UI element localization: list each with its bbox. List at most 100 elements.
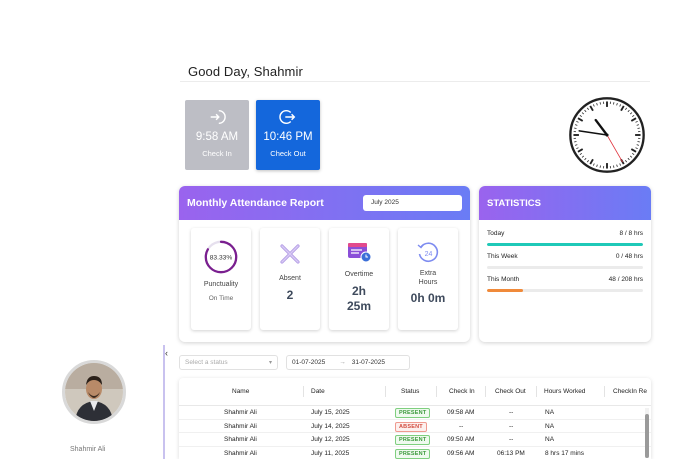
cell-name: Shahmir Ali (224, 422, 257, 430)
table-row[interactable]: Shahmir Ali July 15, 2025 PRESENT 09:58 … (179, 406, 651, 420)
column-header-check-in[interactable]: Check In (449, 388, 475, 395)
table-row[interactable]: Shahmir Ali July 11, 2025 PRESENT 09:56 … (179, 447, 651, 459)
clock-tick (619, 104, 621, 107)
punctuality-label: Punctuality (203, 281, 239, 288)
clock-tick (584, 157, 587, 161)
column-header-status[interactable]: Status (401, 388, 420, 395)
cell-check-in: -- (459, 422, 464, 430)
stat-month-value: 48 / 208 hrs (608, 276, 643, 283)
cell-check-in: 09:58 AM (447, 409, 475, 416)
table-row[interactable]: Shahmir Ali July 12, 2025 PRESENT 09:50 … (179, 433, 651, 447)
check-in-button[interactable]: 9:58 AM Check In (185, 100, 249, 170)
punctuality-card: 83.33% Punctuality On Time (191, 228, 251, 330)
column-header-checkin-reason[interactable]: CheckIn Re (613, 388, 647, 395)
check-in-time: 9:58 AM (195, 131, 239, 143)
table-row[interactable]: Shahmir Ali July 14, 2025 ABSENT -- -- N… (179, 420, 651, 433)
cell-hours: NA (545, 436, 555, 443)
column-header-check-out[interactable]: Check Out (495, 388, 526, 395)
cell-name: Shahmir Ali (224, 436, 257, 443)
stat-today-value: 8 / 8 hrs (619, 230, 643, 237)
overtime-label: Overtime (344, 271, 374, 278)
stat-today-label: Today (487, 230, 505, 237)
date-range-picker[interactable]: 01-07-2025 → 31-07-2025 (286, 355, 410, 370)
check-in-label: Check In (202, 149, 232, 158)
arrow-right-icon: → (339, 359, 346, 366)
clock-tick (574, 124, 578, 126)
absent-label: Absent (279, 275, 301, 282)
date-from[interactable]: 01-07-2025 (292, 359, 326, 366)
clock-tick (596, 164, 598, 168)
table-header: Name Date Status Check In Check Out Hour… (179, 378, 651, 406)
clock-tick (635, 121, 638, 123)
stat-week-value: 0 / 48 hrs (615, 253, 643, 260)
collapse-sidebar-icon[interactable]: ‹ (165, 348, 168, 358)
sidebar-edge (163, 345, 165, 459)
clock-tick (593, 104, 595, 107)
clock-tick (579, 114, 582, 117)
greeting-divider (180, 81, 650, 82)
monthly-report-title: Monthly Attendance Report (187, 197, 324, 209)
clock-tick (586, 160, 589, 163)
column-header-name[interactable]: Name (232, 388, 250, 395)
clock-tick (629, 112, 633, 115)
table-scrollbar-thumb[interactable] (645, 414, 649, 458)
clock-tick (632, 153, 635, 156)
column-header-date[interactable]: Date (311, 388, 325, 395)
stat-month-label: This Month (487, 276, 520, 283)
column-header-hours-worked[interactable]: Hours Worked (544, 388, 586, 395)
extra-label-1: Extra (419, 270, 437, 277)
clock-second-hand (606, 134, 623, 163)
clock-tick (593, 163, 595, 166)
monthly-report-panel: Monthly Attendance Report July 2025 83.3… (179, 186, 470, 342)
history-icon: 24 (417, 242, 439, 263)
overtime-card: Overtime 2h 25m (329, 228, 389, 330)
clock-minute-hand (578, 130, 608, 136)
attendance-table: Name Date Status Check In Check Out Hour… (179, 378, 651, 459)
clock-tick (616, 102, 618, 106)
clock-hour-hand (594, 118, 609, 137)
avatar[interactable] (62, 360, 126, 424)
clock-tick (576, 121, 579, 123)
status-filter-placeholder: Select a status (185, 359, 228, 366)
clock-tick (577, 148, 584, 153)
clock-tick (581, 112, 585, 115)
cell-hours: 8 hrs 17 mins (545, 449, 585, 457)
clock-tick (625, 160, 628, 163)
clock-tick (596, 102, 598, 106)
punctuality-ring: 83.33% (204, 240, 238, 274)
extra-hours-card: 24 Extra Hours 0h 0m (398, 228, 458, 330)
profile-name: Shahmir Ali (70, 446, 106, 453)
punctuality-sub: On Time (208, 295, 234, 302)
stat-week: This Week 0 / 48 hrs (487, 253, 643, 269)
greeting-text: Good Day, Shahmir (188, 64, 303, 79)
clock-tick (584, 109, 587, 113)
date-to[interactable]: 31-07-2025 (351, 359, 385, 366)
clock-tick (620, 105, 625, 112)
chevron-down-icon: ▾ (268, 360, 272, 366)
check-out-button[interactable]: 10:46 PM Check Out (256, 100, 320, 170)
extra-hours-value: 0h 0m (410, 291, 446, 305)
cell-date: July 11, 2025 (311, 449, 350, 457)
clock-tick (636, 144, 640, 146)
status-badge: PRESENT (395, 408, 431, 418)
cell-name: Shahmir Ali (224, 449, 257, 457)
stat-month-track (487, 289, 643, 292)
stat-today-progress (487, 243, 643, 246)
statistics-panel: STATISTICS Today 8 / 8 hrs This Week 0 /… (479, 186, 651, 342)
absent-card: Absent 2 (260, 228, 320, 330)
status-filter-select[interactable]: Select a status ▾ (179, 355, 278, 370)
stat-month-progress (487, 289, 523, 292)
timesheet-icon (348, 243, 372, 263)
stat-today-track (487, 243, 643, 246)
month-picker[interactable]: July 2025 (363, 195, 462, 211)
analog-clock (569, 97, 645, 173)
cell-check-out: -- (509, 422, 514, 430)
logout-icon (279, 110, 296, 124)
clock-tick (619, 163, 621, 166)
clock-tick (574, 144, 578, 146)
table-scrollbar[interactable] (645, 408, 649, 458)
avatar-photo (65, 363, 123, 421)
clock-tick (576, 147, 579, 149)
cell-date: July 14, 2025 (311, 422, 350, 430)
